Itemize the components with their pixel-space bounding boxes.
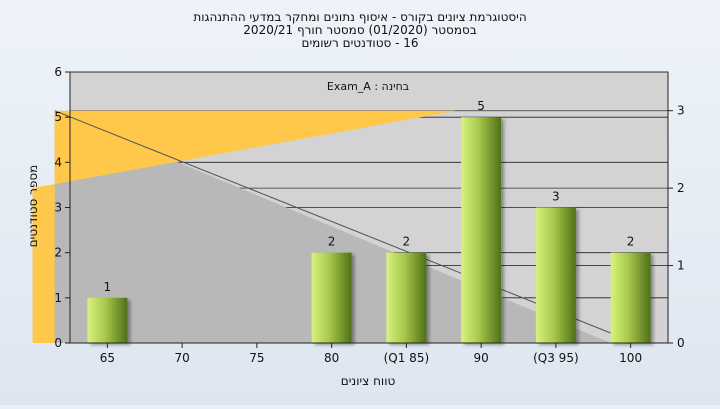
data-label-4: 2: [403, 235, 411, 249]
x-tick-label-3: 80: [324, 351, 339, 365]
x-tick-label-5: 90: [473, 351, 488, 365]
x-tick-label-6: (Q3 95): [533, 351, 579, 365]
y-tick-label-6: 6: [54, 65, 62, 79]
data-label-6: 3: [552, 190, 560, 204]
bars: [87, 117, 651, 344]
x-tick-label-2: 75: [249, 351, 264, 365]
y2-tick-label-3: 3: [677, 104, 685, 118]
x-tick-label-4: (Q1 85): [384, 351, 430, 365]
upper-whisker: [54, 110, 611, 343]
y-tick-label-4: 4: [54, 155, 62, 169]
chart-title-line-3: 16 - סטודנטים רשומים: [301, 36, 418, 50]
y2-tick-label-1: 1: [677, 259, 685, 273]
iqr-box: [32, 110, 457, 343]
data-labels: 1 2 2 5 3 2: [104, 99, 635, 294]
y-tick-label-2: 2: [54, 246, 62, 260]
y-tick-label-5: 5: [54, 110, 62, 124]
bar-7: [610, 252, 651, 343]
exam-subtitle: בחינה : Exam_A: [327, 80, 409, 93]
y-tick-label-1: 1: [54, 291, 62, 305]
bar-4: [386, 252, 427, 343]
data-label-0: 1: [104, 280, 112, 294]
y2-tick-label-0: 0: [677, 336, 685, 350]
x-tick-label-0: 65: [100, 351, 115, 365]
bar-6: [535, 207, 576, 343]
x-tick-label-7: 100: [619, 351, 642, 365]
y2-tick-label-2: 2: [677, 181, 685, 195]
chart-title-line-1: היסטוגרמת ציונים בקורס - איסוף נתונים ומ…: [193, 10, 526, 24]
chart-title-line-2: בסמסטר (01/2020) סמסטר חורף 2020/21: [243, 23, 476, 37]
bar-3: [311, 252, 352, 343]
data-label-3: 2: [328, 235, 336, 249]
x-axis-title: טווח ציונים: [341, 374, 396, 388]
y-axis-title: מספר סטודנטים: [26, 165, 40, 248]
y-tick-label-0: 0: [54, 336, 62, 350]
bar-0: [87, 297, 128, 343]
data-label-7: 2: [627, 235, 635, 249]
y-tick-label-3: 3: [54, 201, 62, 215]
axes: 0 1 2 3 4 5 6 0 1 2 3 65 70 75 80 (Q1 85) 90 (Q3 95) 100: [54, 65, 684, 365]
whisker-line: [54, 110, 611, 334]
x-tick-label-1: 70: [174, 351, 189, 365]
bar-5: [461, 117, 502, 344]
data-label-5: 5: [477, 99, 485, 113]
